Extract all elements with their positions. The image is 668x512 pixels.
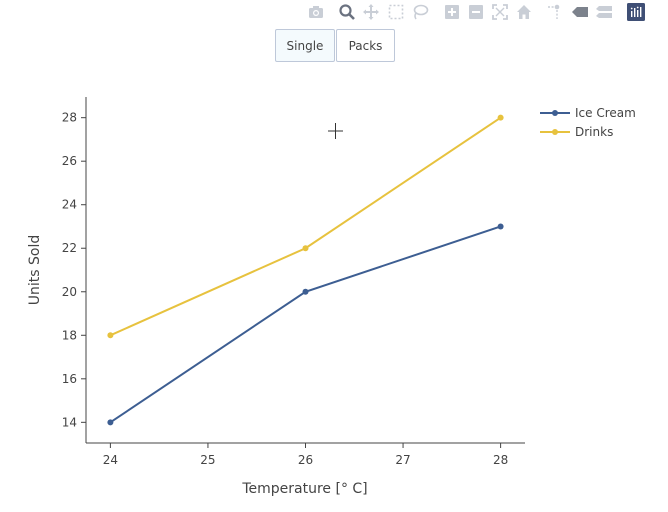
- box-select-icon[interactable]: [386, 2, 406, 22]
- pan-icon[interactable]: [361, 2, 381, 22]
- data-point-drinks[interactable]: [107, 332, 114, 339]
- hover-closest-icon[interactable]: [570, 2, 590, 22]
- x-tick-label: 27: [395, 453, 410, 467]
- y-tick-label: 26: [62, 154, 77, 168]
- y-tick-label: 16: [62, 372, 77, 386]
- updatemenu: Single Packs: [275, 29, 396, 62]
- hover-compare-icon[interactable]: [594, 2, 614, 22]
- series-line-drinks[interactable]: [109, 116, 502, 337]
- data-point-ice-cream[interactable]: [302, 288, 309, 295]
- series-layer: [107, 114, 504, 426]
- zoom-in-icon[interactable]: [442, 2, 462, 22]
- packs-button[interactable]: Packs: [336, 29, 395, 62]
- y-tick-label: 22: [62, 241, 77, 255]
- single-button[interactable]: Single: [275, 29, 335, 62]
- y-tick-label: 28: [62, 111, 77, 125]
- data-point-drinks[interactable]: [497, 114, 504, 121]
- y-tick-label: 18: [62, 328, 77, 342]
- autoscale-icon[interactable]: [490, 2, 510, 22]
- legend-label: Drinks: [575, 125, 613, 139]
- legend[interactable]: Ice Cream Drinks: [540, 106, 636, 139]
- crosshair-cursor: [328, 123, 343, 139]
- plotly-logo-icon[interactable]: [626, 2, 646, 22]
- legend-label: Ice Cream: [575, 106, 636, 120]
- y-tick-label: 20: [62, 285, 77, 299]
- x-tick-label: 26: [298, 453, 313, 467]
- data-point-ice-cream[interactable]: [497, 223, 504, 230]
- x-tick-label: 25: [200, 453, 215, 467]
- legend-swatch-marker: [552, 110, 558, 116]
- legend-swatch-marker: [552, 129, 558, 135]
- data-point-drinks[interactable]: [302, 245, 309, 252]
- zoom-out-icon[interactable]: [466, 2, 486, 22]
- y-tick-label: 24: [62, 198, 77, 212]
- legend-item-ice-cream[interactable]: Ice Cream: [540, 106, 636, 120]
- legend-item-drinks[interactable]: Drinks: [540, 125, 613, 139]
- y-axis-ticks: 14 16 18 20 22 24 26 28: [62, 111, 86, 429]
- axes: [85, 97, 525, 444]
- y-tick-label: 14: [62, 415, 77, 429]
- x-tick-label: 24: [103, 453, 118, 467]
- lasso-select-icon[interactable]: [410, 2, 430, 22]
- spike-lines-icon[interactable]: [544, 2, 564, 22]
- camera-icon[interactable]: [306, 2, 326, 22]
- zoom-icon[interactable]: [337, 2, 357, 22]
- x-axis-ticks: 24 25 26 27 28: [103, 443, 508, 467]
- home-icon[interactable]: [514, 2, 534, 22]
- data-point-ice-cream[interactable]: [107, 419, 114, 426]
- series-line-ice-cream[interactable]: [109, 225, 501, 424]
- y-axis-title: Units Sold: [27, 235, 43, 305]
- x-axis-title: Temperature [° C]: [241, 481, 367, 497]
- x-tick-label: 28: [493, 453, 508, 467]
